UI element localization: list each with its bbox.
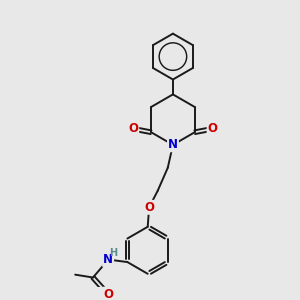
- Text: O: O: [208, 122, 218, 135]
- Text: H: H: [110, 248, 118, 258]
- Text: O: O: [128, 122, 138, 135]
- Text: N: N: [168, 138, 178, 151]
- Text: O: O: [103, 288, 113, 300]
- Text: O: O: [144, 201, 154, 214]
- Text: N: N: [103, 253, 113, 266]
